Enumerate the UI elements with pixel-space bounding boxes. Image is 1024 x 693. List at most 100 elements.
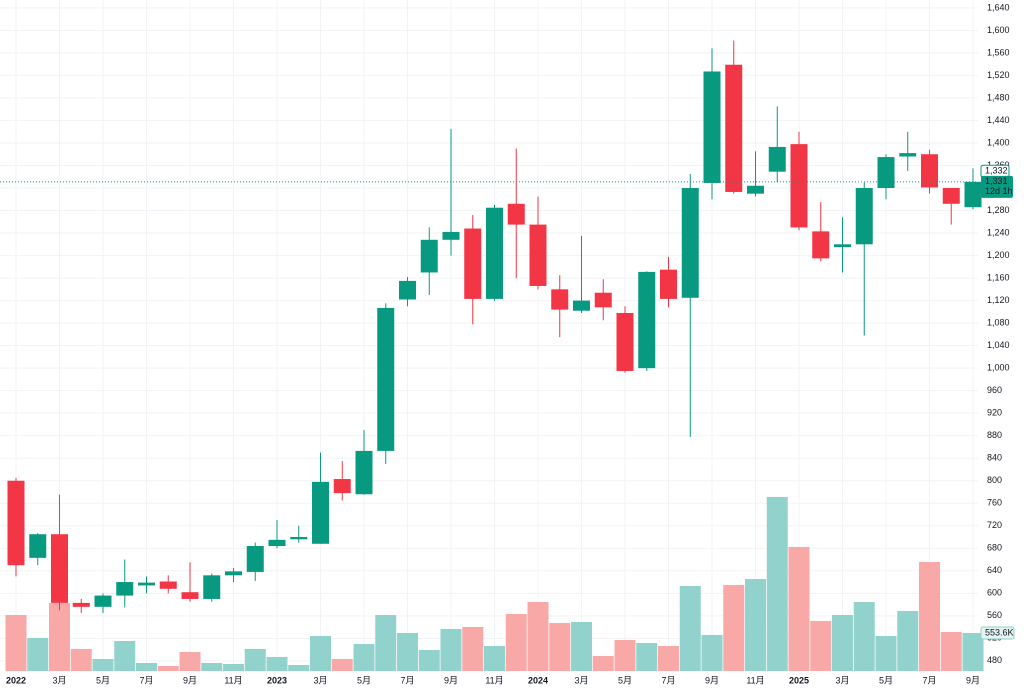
volume-bar — [810, 620, 832, 671]
volume-bar — [70, 648, 92, 671]
candle-body — [333, 479, 351, 494]
y-tick-label: 1,400 — [987, 137, 1010, 147]
candle-body — [747, 185, 764, 194]
x-tick-label: 3月 — [835, 675, 849, 685]
x-tick-label: 3月 — [574, 675, 588, 685]
x-tick-label: 9月 — [444, 675, 458, 685]
volume-bar — [592, 655, 614, 671]
volume-bar — [27, 637, 49, 671]
volume-bar — [418, 649, 440, 671]
candle-body — [573, 300, 590, 311]
x-tick-label: 2024 — [528, 675, 548, 685]
x-tick-label: 7月 — [139, 675, 153, 685]
candle-body — [551, 289, 569, 310]
x-tick-label: 9月 — [966, 675, 980, 685]
y-tick-label: 1,560 — [987, 47, 1010, 57]
volume-bar — [875, 635, 897, 671]
volume-bar — [745, 579, 766, 671]
y-tick-label: 1,160 — [987, 272, 1010, 282]
volume-bar — [614, 639, 636, 671]
x-tick-label: 2022 — [6, 675, 26, 685]
candle-body — [72, 602, 90, 607]
x-tick-label: 5月 — [618, 675, 632, 685]
y-tick-label: 640 — [987, 565, 1002, 575]
volume-bar — [919, 562, 940, 671]
y-tick-label: 1,520 — [987, 70, 1010, 80]
candle-body — [51, 534, 68, 603]
volume-bar — [136, 662, 157, 671]
y-tick-label: 1,600 — [987, 25, 1010, 35]
candle-body — [203, 575, 221, 599]
marker-price-label: 1,332 — [985, 166, 1008, 176]
last-price-box — [981, 175, 1013, 198]
volume-bar — [788, 546, 810, 671]
volume-bar — [201, 662, 223, 671]
volume-bar — [462, 627, 484, 671]
volume-bar — [92, 658, 114, 671]
candle-body — [464, 228, 482, 299]
x-tick-label: 5月 — [879, 675, 893, 685]
volume-bar — [375, 614, 397, 671]
candle-body — [486, 207, 503, 299]
y-tick-label: 760 — [987, 498, 1002, 508]
y-tick-label: 1,240 — [987, 227, 1010, 237]
y-tick-label: 600 — [987, 588, 1002, 598]
volume-bar — [114, 641, 136, 671]
volume-bar — [527, 602, 549, 671]
candle-body — [312, 481, 329, 544]
volume-bar — [723, 584, 745, 671]
volume-bar — [571, 621, 592, 671]
candle-body — [638, 271, 656, 369]
x-tick-label: 5月 — [357, 675, 371, 685]
candle-body — [790, 144, 808, 228]
y-tick-label: 480 — [987, 655, 1002, 665]
candle-body — [616, 312, 634, 371]
x-tick-label: 7月 — [400, 675, 414, 685]
x-tick-label: 2025 — [789, 675, 809, 685]
x-tick-label: 2023 — [267, 675, 287, 685]
volume-bar — [962, 633, 984, 671]
candle-body — [138, 582, 155, 586]
volume-value-label: 553.6K — [985, 627, 1014, 637]
candle-body — [225, 571, 242, 576]
volume-bar — [766, 497, 788, 671]
volume-bar — [853, 602, 875, 671]
x-tick-label: 7月 — [661, 675, 675, 685]
volume-bar — [440, 628, 462, 671]
candle-body — [855, 188, 873, 245]
candle-body — [594, 292, 612, 308]
candle-body — [877, 157, 895, 189]
volume-bar — [679, 586, 701, 671]
y-tick-label: 1,480 — [987, 92, 1010, 102]
y-tick-label: 1,640 — [987, 2, 1010, 12]
candle-body — [899, 153, 917, 157]
candle-body — [529, 224, 547, 286]
volume-bar — [701, 634, 723, 671]
volume-bar — [223, 663, 244, 671]
y-tick-label: 880 — [987, 430, 1002, 440]
volume-bar — [549, 623, 571, 671]
candle-body — [29, 534, 47, 558]
candle-body — [94, 595, 112, 607]
volume-bar — [897, 611, 919, 671]
x-tick-label: 11月 — [485, 675, 503, 685]
last-price-label: 1,331 — [985, 176, 1008, 186]
volume-bar — [288, 665, 310, 671]
y-tick-label: 1,440 — [987, 115, 1010, 125]
candle-body — [159, 581, 177, 589]
candle-body — [246, 546, 264, 572]
candle-body — [660, 269, 677, 299]
x-tick-label: 7月 — [922, 675, 936, 685]
candle-body — [355, 450, 373, 495]
volume-bar — [636, 642, 658, 671]
candle-body — [768, 146, 786, 172]
y-tick-label: 800 — [987, 475, 1002, 485]
x-tick-label: 3月 — [313, 675, 327, 685]
candle-body — [116, 582, 134, 596]
volume-bar — [331, 658, 353, 671]
y-tick-label: 560 — [987, 610, 1002, 620]
volume-bar — [505, 614, 527, 671]
candle-body — [181, 592, 199, 599]
volume-bar — [179, 651, 201, 671]
